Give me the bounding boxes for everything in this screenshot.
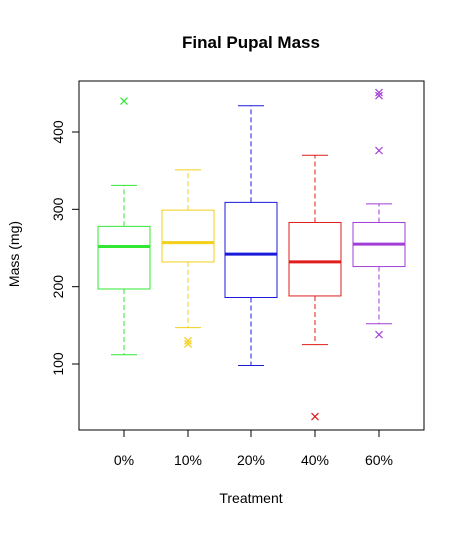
chart-title: Final Pupal Mass [182,33,320,52]
x-tick-label: 20% [237,452,265,468]
outlier-point [121,98,128,105]
iqr-box [98,226,150,289]
x-tick-label: 0% [114,452,134,468]
iqr-box [289,222,341,295]
x-tick-label: 60% [365,452,393,468]
x-tick-label: 40% [301,452,329,468]
y-axis-label: Mass (mg) [6,221,22,287]
iqr-box [225,202,277,297]
x-axis: 0% 10% 20% 40% 60% [114,430,393,468]
boxes-group [98,89,405,420]
outlier-point [376,147,383,154]
outlier-point [312,413,319,420]
y-tick-label: 400 [50,120,66,144]
y-tick-label: 100 [50,352,66,376]
x-tick-label: 10% [174,452,202,468]
outlier-point [376,331,383,338]
box-1 [162,170,214,348]
y-axis: 100 200 300 400 [50,120,79,376]
box-2 [225,106,277,366]
x-axis-label: Treatment [219,490,282,506]
box-0 [98,98,150,355]
y-tick-label: 200 [50,275,66,299]
iqr-box [162,210,214,262]
box-3 [289,155,341,420]
y-tick-label: 300 [50,197,66,221]
box-4 [353,89,405,338]
